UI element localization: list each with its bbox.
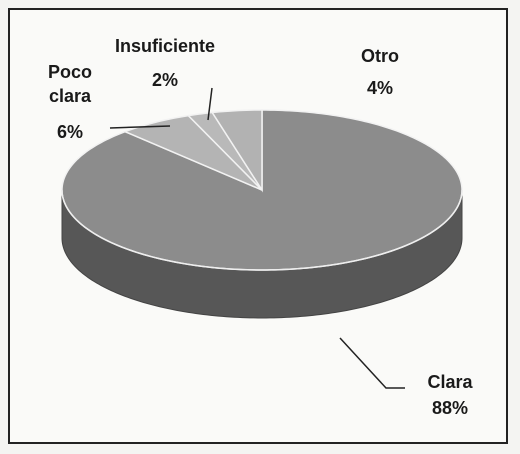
- value-label: 6%: [56, 122, 83, 142]
- value-label: 88%: [431, 398, 469, 418]
- slice-label: Otro: [361, 46, 399, 66]
- pie-slice: [123, 114, 263, 191]
- slice-label: Poco clara: [47, 62, 92, 106]
- slice-label: Clara: [427, 372, 473, 392]
- pie-slice: [210, 109, 263, 193]
- value-label: 4%: [366, 78, 393, 98]
- value-label: 2%: [151, 70, 178, 90]
- slice-label: Insuficiente: [114, 36, 216, 56]
- leader-line: [339, 337, 405, 389]
- leader-line: [207, 87, 213, 121]
- pie-rim: [61, 189, 463, 271]
- pie-slice: [186, 111, 263, 191]
- leader-line: [109, 125, 171, 129]
